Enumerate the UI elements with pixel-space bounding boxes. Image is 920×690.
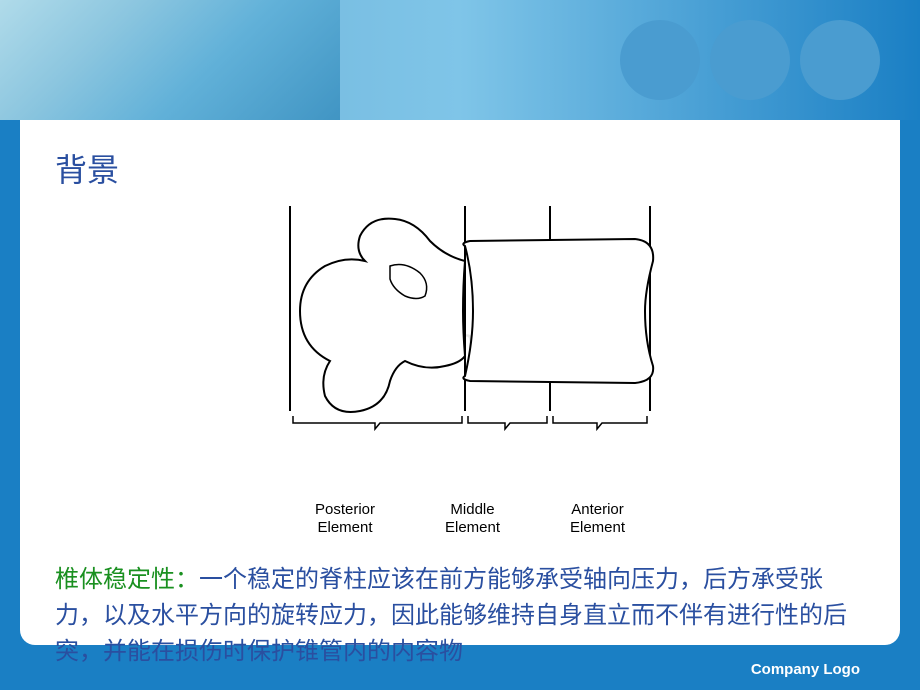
vertebra-svg: [245, 201, 675, 441]
decorative-circle: [620, 20, 700, 100]
vertebra-diagram: www.zixin.com.cn: [245, 201, 675, 481]
header-background-image: [0, 0, 340, 120]
slide-title: 背景: [55, 145, 865, 191]
content-panel: 背景 www.zixin.com.cn Posterior Element: [20, 120, 900, 645]
label-anterior: Anterior Element: [570, 501, 625, 537]
decorative-circle: [800, 20, 880, 100]
label-middle: Middle Element: [445, 501, 500, 537]
decorative-circle: [710, 20, 790, 100]
diagram-labels-row: Posterior Element Middle Element Anterio…: [260, 501, 660, 537]
footer-logo-text: Company Logo: [751, 661, 860, 678]
slide-header: [0, 0, 920, 120]
header-circles: [620, 20, 880, 100]
label-posterior: Posterior Element: [315, 501, 375, 537]
highlight-term: 椎体稳定性：: [55, 567, 199, 593]
body-text: 椎体稳定性：一个稳定的脊柱应该在前方能够承受轴向压力，后方承受张力，以及水平方向…: [55, 562, 865, 670]
